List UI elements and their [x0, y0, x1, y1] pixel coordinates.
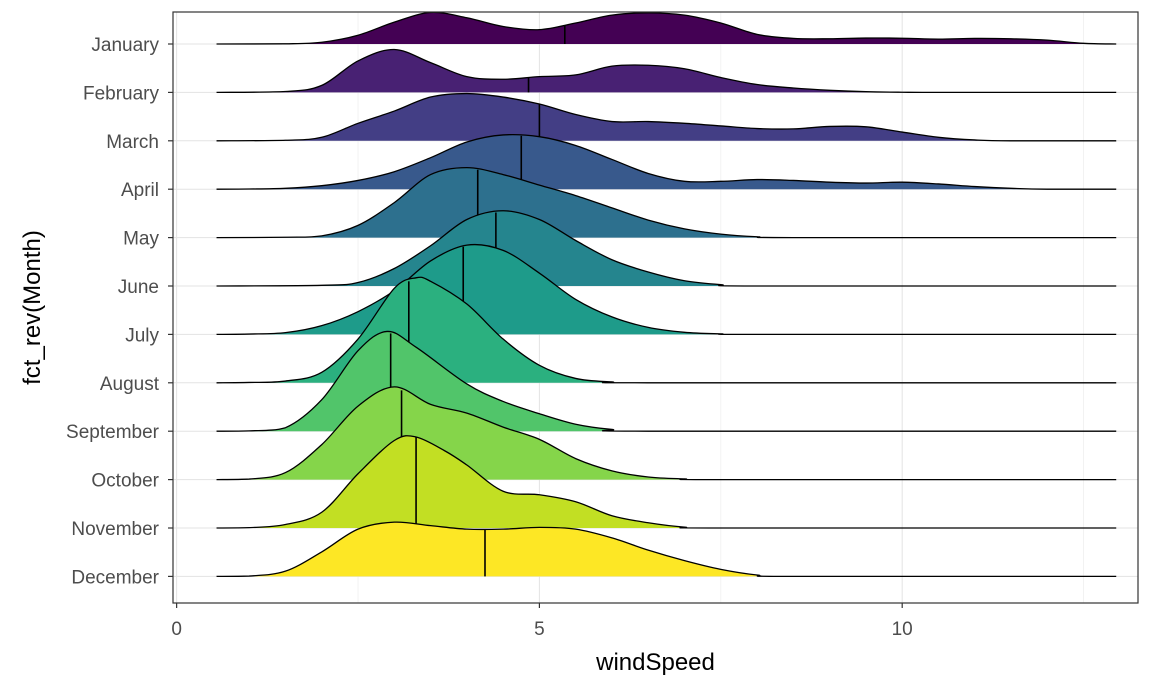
ridge-fill	[216, 244, 1117, 335]
y-tick-label: March	[106, 132, 159, 153]
ridge-april	[216, 133, 1117, 190]
ridge-fill	[216, 331, 1117, 432]
ridge-fill	[216, 49, 1117, 93]
ridge-february	[216, 48, 1117, 94]
y-tick-label: July	[125, 325, 159, 346]
ridge-outline	[216, 435, 1117, 529]
x-axis-title: windSpeed	[595, 649, 715, 676]
ridge-outline	[216, 11, 1117, 45]
x-tick-label: 10	[892, 619, 913, 640]
y-tick-label: October	[91, 471, 159, 492]
ridge-december	[216, 521, 1117, 578]
y-tick-label: April	[121, 180, 159, 201]
ridge-outline	[216, 210, 1117, 287]
ridge-outline	[216, 166, 1117, 239]
ridge-fill	[216, 12, 1117, 44]
y-tick-label: January	[91, 35, 159, 56]
ridge-outline	[216, 133, 1117, 190]
ridge-outline	[216, 243, 1117, 336]
ridge-fill	[216, 210, 1117, 286]
y-tick-label: August	[100, 374, 160, 395]
ridge-november	[216, 435, 1117, 529]
ridge-outline	[216, 521, 1117, 578]
y-tick-label: September	[66, 422, 160, 443]
ridge-outline	[216, 330, 1117, 432]
y-axis: January February March April May June July Augu…	[66, 35, 173, 588]
y-tick-label: May	[123, 229, 159, 250]
ridge-july	[216, 243, 1117, 336]
x-tick-label: 0	[171, 619, 182, 640]
y-tick-label: December	[71, 567, 159, 588]
x-axis: 0 5 10	[171, 603, 913, 640]
ridge-january	[216, 11, 1117, 45]
y-tick-label: November	[71, 519, 159, 540]
ridge-outline	[216, 276, 1117, 384]
ridge-outline	[216, 92, 1117, 142]
ridge-outline	[216, 386, 1117, 481]
ridge-fill	[216, 522, 1117, 577]
ridge-fill	[216, 277, 1117, 383]
y-tick-label: February	[83, 83, 160, 104]
ridge-fill	[216, 435, 1117, 528]
ridge-march	[216, 92, 1117, 142]
ridge-fill	[216, 93, 1117, 141]
x-tick-label: 5	[534, 619, 545, 640]
ridge-june	[216, 210, 1117, 287]
y-tick-label: June	[118, 277, 159, 298]
panel-border	[172, 11, 1139, 604]
ridge-outline	[216, 48, 1117, 94]
y-axis-title: fct_rev(Month)	[19, 230, 46, 385]
ridge-fill	[216, 167, 1117, 238]
ridges	[216, 11, 1117, 578]
